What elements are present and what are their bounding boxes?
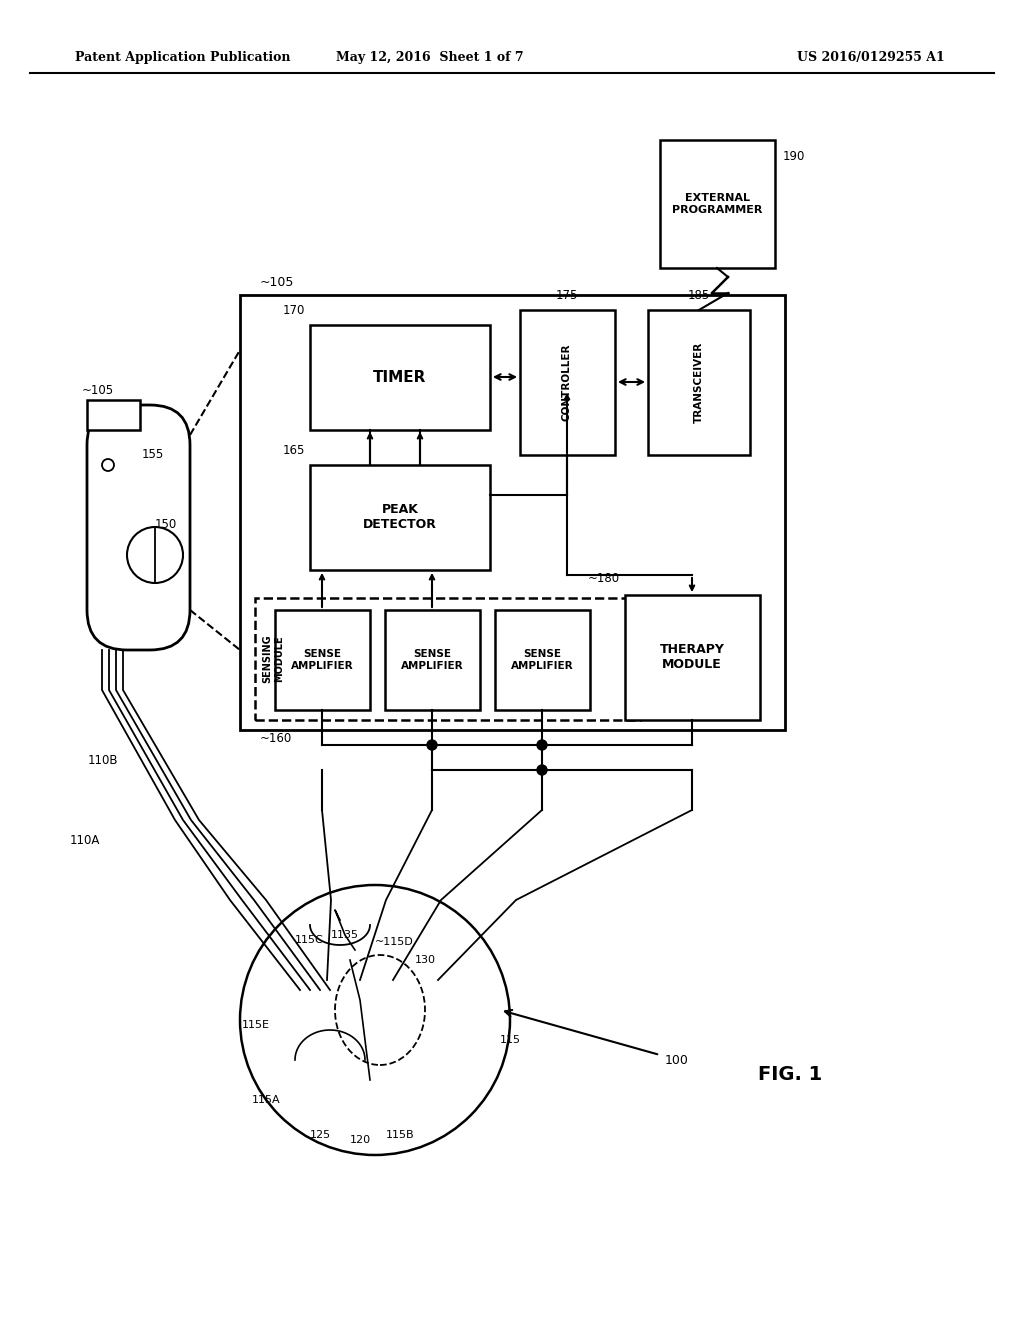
- Text: 170: 170: [283, 304, 305, 317]
- Text: Patent Application Publication: Patent Application Publication: [75, 51, 291, 65]
- Text: May 12, 2016  Sheet 1 of 7: May 12, 2016 Sheet 1 of 7: [336, 51, 524, 65]
- Text: 100: 100: [665, 1053, 689, 1067]
- Text: 120: 120: [349, 1135, 371, 1144]
- Circle shape: [127, 527, 183, 583]
- Text: 115A: 115A: [251, 1096, 280, 1105]
- Text: 115C: 115C: [295, 935, 324, 945]
- FancyBboxPatch shape: [87, 405, 190, 649]
- Bar: [660, 140, 775, 268]
- Text: SENSING
MODULE: SENSING MODULE: [262, 635, 284, 684]
- Bar: [87, 400, 140, 430]
- Text: 115: 115: [500, 1035, 521, 1045]
- Text: EXTERNAL
PROGRAMMER: EXTERNAL PROGRAMMER: [672, 193, 762, 215]
- Text: 185: 185: [688, 289, 710, 302]
- Bar: [310, 465, 490, 570]
- Text: ~160: ~160: [260, 733, 292, 744]
- Bar: [520, 310, 615, 455]
- Circle shape: [102, 459, 114, 471]
- Text: FIG. 1: FIG. 1: [758, 1065, 822, 1085]
- Text: 175: 175: [556, 289, 579, 302]
- Bar: [495, 610, 590, 710]
- Text: 190: 190: [783, 150, 805, 162]
- Text: 115B: 115B: [386, 1130, 415, 1140]
- Text: ~115D: ~115D: [375, 937, 414, 946]
- Text: SENSE
AMPLIFIER: SENSE AMPLIFIER: [291, 649, 353, 671]
- Text: 110A: 110A: [70, 833, 100, 846]
- Text: TRANSCEIVER: TRANSCEIVER: [694, 342, 705, 422]
- Text: 150: 150: [155, 519, 177, 532]
- Circle shape: [240, 884, 510, 1155]
- Bar: [625, 595, 760, 719]
- Text: PEAK
DETECTOR: PEAK DETECTOR: [364, 503, 437, 531]
- Bar: [275, 610, 370, 710]
- Bar: [385, 610, 480, 710]
- Circle shape: [537, 766, 547, 775]
- Text: 115E: 115E: [242, 1020, 270, 1030]
- Text: SENSE
AMPLIFIER: SENSE AMPLIFIER: [400, 649, 463, 671]
- Text: CONTROLLER: CONTROLLER: [562, 343, 572, 421]
- Text: ~105: ~105: [260, 276, 294, 289]
- Bar: [255, 598, 640, 719]
- Text: SENSE
AMPLIFIER: SENSE AMPLIFIER: [511, 649, 573, 671]
- Bar: [240, 294, 785, 730]
- Text: 125: 125: [309, 1130, 331, 1140]
- Text: 155: 155: [142, 449, 164, 462]
- Text: ~180: ~180: [588, 572, 620, 585]
- Text: US 2016/0129255 A1: US 2016/0129255 A1: [798, 51, 945, 65]
- Text: 130: 130: [415, 954, 436, 965]
- Circle shape: [537, 741, 547, 750]
- Text: 110B: 110B: [87, 754, 118, 767]
- Text: 165: 165: [283, 444, 305, 457]
- Text: THERAPY
MODULE: THERAPY MODULE: [659, 643, 724, 671]
- Circle shape: [427, 741, 437, 750]
- Text: ~105: ~105: [82, 384, 114, 396]
- Text: 1135: 1135: [331, 931, 359, 940]
- Bar: [648, 310, 750, 455]
- Bar: [310, 325, 490, 430]
- Text: TIMER: TIMER: [374, 370, 427, 384]
